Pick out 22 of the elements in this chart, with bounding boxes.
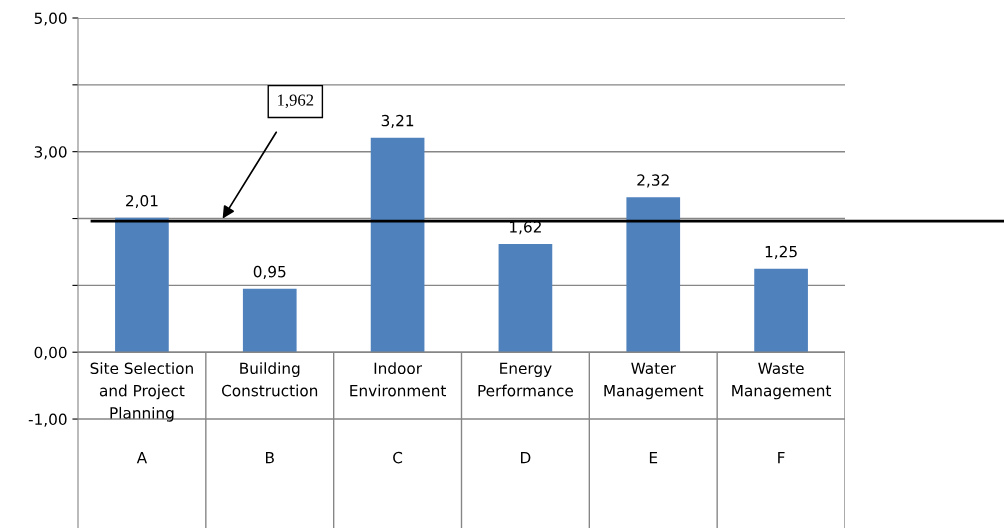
ref-line-label: 1,962 <box>278 94 314 109</box>
data-label: 1,25 <box>765 245 797 259</box>
bar <box>115 217 169 353</box>
bar <box>626 197 681 353</box>
data-label: 3,21 <box>381 114 414 128</box>
category-label: Energy Performance D <box>478 362 574 464</box>
category-label: Indoor Environment C <box>350 362 446 464</box>
y-tick-label: 5,00 <box>34 12 67 26</box>
data-label: 2,01 <box>126 195 158 209</box>
category-label: Site Selection and Project Planning A <box>90 362 193 464</box>
bar <box>498 243 553 353</box>
bar <box>754 268 808 353</box>
y-tick-label: 0,00 <box>34 346 67 360</box>
category-label: Water Management E <box>604 362 704 464</box>
data-label: 0,95 <box>253 265 286 279</box>
category-label: Building Construction B <box>221 362 318 464</box>
data-label: 2,32 <box>637 174 669 188</box>
bar <box>370 137 425 353</box>
y-tick-label: 3,00 <box>34 146 67 160</box>
bar <box>242 288 297 353</box>
y-tick-label: -1,00 <box>28 413 67 427</box>
category-label: Waste Management F <box>732 362 832 464</box>
